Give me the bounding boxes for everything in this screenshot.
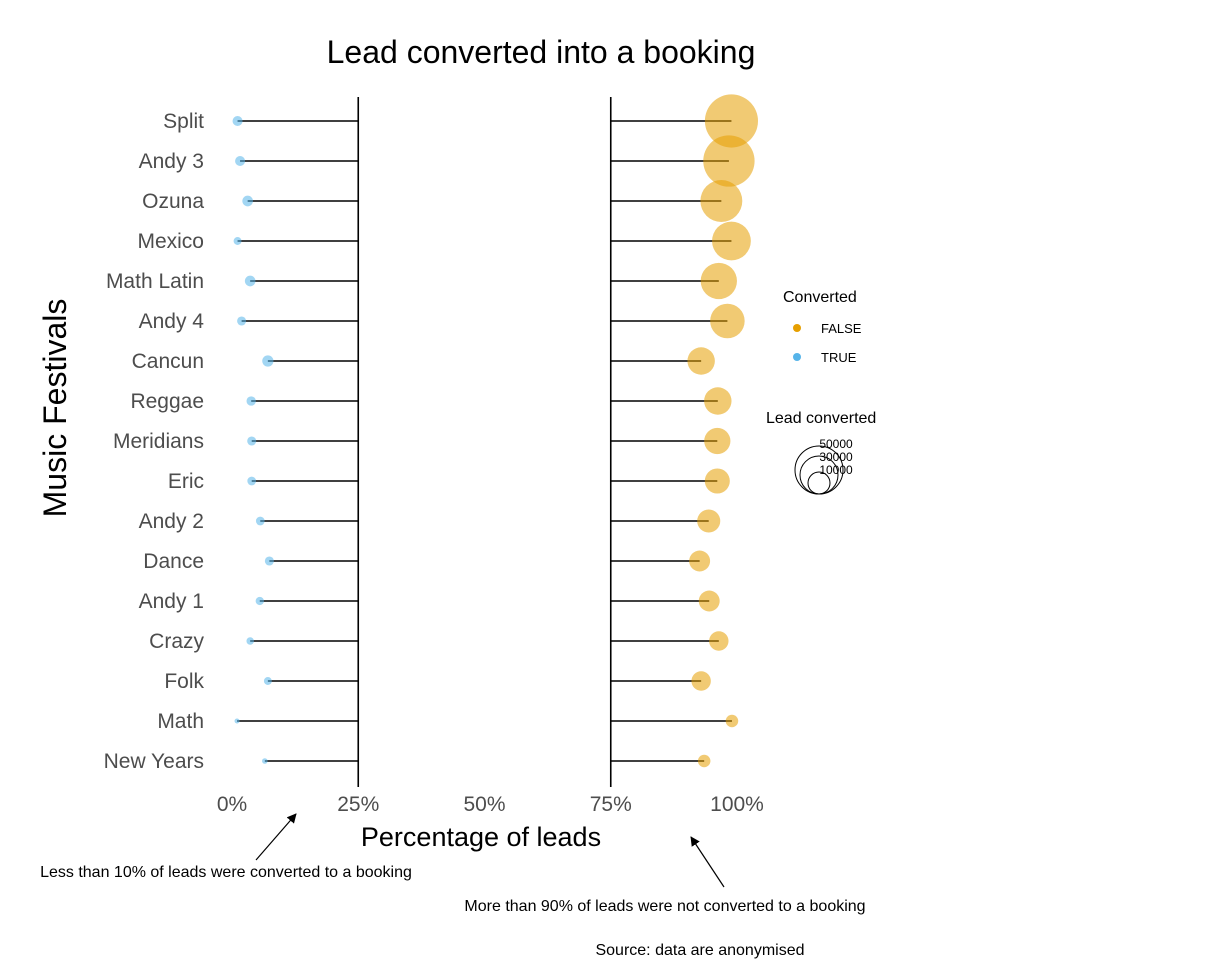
- point-true: [264, 556, 274, 566]
- x-tick-label: 50%: [463, 793, 505, 816]
- x-tick-labels: 0% 25% 50% 75% 100%: [217, 793, 764, 816]
- x-axis-label: Percentage of leads: [361, 822, 601, 852]
- reference-lines: [357, 97, 612, 787]
- point-true: [237, 316, 247, 326]
- legend-color-entries: FALSE TRUE: [793, 321, 862, 365]
- legend-color-label: TRUE: [821, 350, 857, 365]
- point-false: [712, 221, 751, 261]
- point-false: [725, 714, 739, 728]
- legend-color-title: Converted: [783, 289, 857, 306]
- point-true: [246, 637, 254, 645]
- point-false: [704, 427, 731, 455]
- category-label: Split: [163, 110, 204, 133]
- point-true: [235, 155, 246, 167]
- category-label: Math Latin: [106, 270, 204, 293]
- point-false: [697, 754, 711, 768]
- point-true: [233, 237, 242, 245]
- y-axis-label: Music Festivals: [37, 299, 73, 518]
- caption: Source: data are anonymised: [595, 942, 804, 959]
- category-label: Mexico: [137, 230, 204, 253]
- point-false: [704, 468, 730, 494]
- point-false: [704, 387, 732, 415]
- legend-size-label: 50000: [819, 437, 853, 451]
- category-label: Dance: [143, 550, 204, 573]
- point-true: [262, 758, 268, 764]
- annotation-left: Less than 10% of leads were converted to…: [40, 864, 412, 881]
- x-tick-label: 0%: [217, 793, 247, 816]
- point-true: [242, 195, 253, 207]
- category-label: New Years: [104, 750, 204, 773]
- point-true: [247, 436, 257, 446]
- x-tick-label: 25%: [337, 793, 379, 816]
- point-false: [709, 631, 729, 651]
- annotation-right: More than 90% of leads were not converte…: [464, 898, 865, 915]
- lollipop-segments: [237, 120, 732, 762]
- legend-size-title: Lead converted: [766, 410, 876, 427]
- category-label: Folk: [164, 670, 204, 693]
- point-true: [244, 275, 256, 287]
- category-label: Andy 3: [139, 150, 204, 173]
- point-false: [698, 590, 720, 612]
- chart-title: Lead converted into a booking: [327, 34, 756, 70]
- point-true: [255, 596, 264, 606]
- category-label: Andy 1: [139, 590, 204, 613]
- category-label: Ozuna: [142, 190, 204, 213]
- point-true: [246, 396, 256, 406]
- point-false: [689, 550, 711, 572]
- category-label: Meridians: [113, 430, 204, 453]
- category-label: Cancun: [132, 350, 204, 373]
- point-false: [691, 671, 711, 691]
- point-true: [255, 516, 265, 526]
- point-false: [703, 135, 755, 187]
- point-false: [700, 180, 743, 222]
- legend-size-circle: [807, 471, 831, 495]
- legend-size-label: 10000: [819, 463, 853, 477]
- x-tick-label: 75%: [590, 793, 632, 816]
- category-label: Eric: [168, 470, 204, 493]
- point-true: [234, 718, 240, 724]
- category-label: Math: [157, 710, 204, 733]
- point-false: [700, 262, 737, 300]
- category-label: Andy 2: [139, 510, 204, 533]
- point-false: [697, 509, 721, 533]
- annotation-arrow-right: [690, 836, 725, 888]
- point-false: [710, 303, 745, 339]
- point-true: [232, 115, 243, 127]
- category-label: Crazy: [149, 630, 204, 653]
- point-true: [247, 476, 257, 486]
- legend-color-label: FALSE: [821, 321, 862, 336]
- legend-color-swatch: [793, 353, 801, 361]
- point-false: [687, 347, 715, 375]
- x-tick-label: 100%: [710, 793, 764, 816]
- point-false: [704, 94, 759, 148]
- legend-size-label: 30000: [819, 450, 853, 464]
- data-points: [232, 94, 759, 768]
- point-true: [262, 355, 274, 367]
- point-true: [263, 677, 272, 685]
- legend-color-swatch: [793, 324, 801, 332]
- category-labels: Split Andy 3 Ozuna Mexico Math Latin Andy 4 Ca…: [104, 110, 205, 773]
- category-label: Reggae: [130, 390, 204, 413]
- category-label: Andy 4: [139, 310, 205, 333]
- annotation-arrow-left: [255, 813, 297, 861]
